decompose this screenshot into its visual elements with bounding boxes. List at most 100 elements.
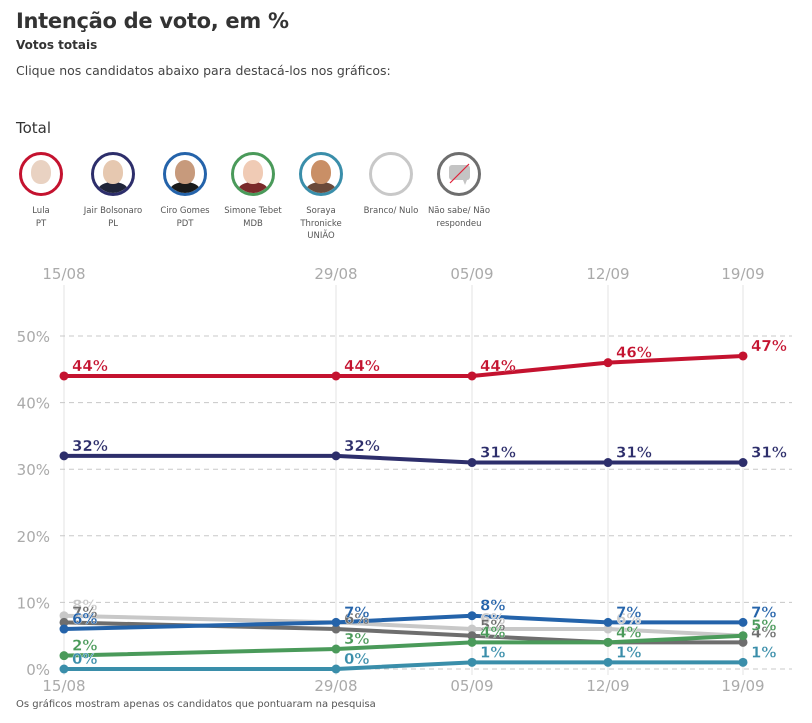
data-label: 6%: [344, 610, 369, 628]
data-label: 5%: [751, 617, 776, 635]
candidate-label: Jair Bolsonaro PL: [78, 205, 148, 230]
data-point: [59, 651, 69, 661]
candidate-toggle[interactable]: Branco/ Nulo: [356, 152, 426, 218]
simone-photo-icon: [231, 152, 275, 196]
data-point: [603, 458, 613, 468]
candidate-label: Ciro Gomes PDT: [150, 205, 220, 230]
data-label: 31%: [480, 444, 516, 462]
y-tick-label: 0%: [26, 661, 50, 679]
data-point: [331, 664, 341, 674]
x-tick-label-top: 15/08: [42, 265, 85, 283]
candidate-name: Jair Bolsonaro: [83, 206, 143, 216]
x-tick-label-bottom: 15/08: [42, 677, 85, 695]
blank-circle-icon: [369, 152, 413, 196]
candidate-toggle[interactable]: Lula PT: [6, 152, 76, 230]
data-point: [467, 624, 477, 634]
data-point: [331, 371, 341, 381]
data-label: 7%: [344, 603, 369, 621]
data-point: [331, 451, 341, 461]
data-label: 8%: [480, 597, 505, 615]
data-point: [59, 371, 69, 381]
data-label: 7%: [751, 603, 776, 621]
candidate-label: Não sabe/ Não respondeu: [424, 205, 494, 230]
data-point: [467, 631, 477, 641]
section-title: Total: [16, 119, 52, 137]
candidate-label: Branco/ Nulo: [356, 205, 426, 218]
line-chart: 0% 10% 20% 30% 40% 50% 15/08 15/08 29/08 29/08 05/…: [17, 265, 792, 695]
data-label: 31%: [751, 444, 787, 462]
no-speech-bubble-icon: [437, 152, 481, 196]
data-label: 5%: [751, 617, 776, 635]
data-label: 2%: [72, 637, 97, 655]
ciro-photo-icon: [163, 152, 207, 196]
data-label: 4%: [616, 623, 641, 641]
data-label: 7%: [616, 603, 641, 621]
data-point: [467, 458, 477, 468]
data-label: 32%: [344, 437, 380, 455]
candidate-toggle[interactable]: Simone Tebet MDB: [218, 152, 288, 230]
candidate-label: Lula PT: [6, 205, 76, 230]
data-label: 44%: [344, 357, 380, 375]
data-point: [738, 631, 748, 641]
data-point: [603, 657, 613, 667]
data-point: [603, 637, 613, 647]
data-label: 4%: [616, 623, 641, 641]
candidate-name: Simone Tebet: [224, 206, 282, 216]
candidate-party: PT: [35, 218, 47, 229]
data-label: 8%: [72, 597, 97, 615]
data-label: 6%: [72, 610, 97, 628]
y-tick-label: 10%: [17, 594, 50, 612]
data-point: [59, 451, 69, 461]
data-label: 44%: [480, 357, 516, 375]
x-tick-label-top: 12/09: [586, 265, 629, 283]
x-tick-label-top: 05/09: [450, 265, 493, 283]
data-label: 6%: [480, 610, 505, 628]
x-tick-label-bottom: 29/08: [314, 677, 357, 695]
data-point: [738, 351, 748, 361]
y-tick-label: 50%: [17, 328, 50, 346]
data-point: [59, 617, 69, 627]
x-tick-label-top: 29/08: [314, 265, 357, 283]
data-label: 6%: [616, 610, 641, 628]
candidate-party: MDB: [243, 218, 263, 229]
data-label: 0%: [72, 650, 97, 668]
data-point: [603, 617, 613, 627]
candidate-toggle[interactable]: Jair Bolsonaro PL: [78, 152, 148, 230]
data-point: [467, 657, 477, 667]
x-tick-label-top: 19/09: [721, 265, 764, 283]
candidate-name: Ciro Gomes: [160, 206, 210, 216]
x-tick-label-bottom: 12/09: [586, 677, 629, 695]
data-label: 5%: [480, 617, 505, 635]
data-label: 1%: [751, 643, 776, 661]
data-point: [331, 617, 341, 627]
data-point: [738, 657, 748, 667]
data-point: [738, 637, 748, 647]
x-tick-label-bottom: 05/09: [450, 677, 493, 695]
data-point: [331, 624, 341, 634]
data-point: [59, 664, 69, 674]
lula-photo-icon: [19, 152, 63, 196]
data-point: [603, 624, 613, 634]
candidate-party: UNIÃO: [307, 231, 335, 241]
data-point: [603, 358, 613, 368]
data-label: 32%: [72, 437, 108, 455]
data-point: [738, 458, 748, 468]
data-point: [467, 611, 477, 621]
data-point: [738, 617, 748, 627]
candidate-name: Soraya Thronicke: [300, 206, 342, 229]
y-tick-label: 40%: [17, 395, 50, 413]
candidate-toggle[interactable]: Não sabe/ Não respondeu: [424, 152, 494, 230]
candidate-toggle[interactable]: Ciro Gomes PDT: [150, 152, 220, 230]
data-label: 3%: [344, 630, 369, 648]
data-label: 0%: [344, 650, 369, 668]
candidate-name: Não sabe/ Não respondeu: [427, 206, 491, 229]
series-line: [64, 660, 743, 671]
candidate-label: Simone Tebet MDB: [218, 205, 288, 230]
soraya-photo-icon: [299, 152, 343, 196]
candidate-toggle[interactable]: Soraya Thronicke UNIÃO: [286, 152, 356, 243]
instruction-text: Clique nos candidatos abaixo para destac…: [16, 63, 391, 78]
candidate-name: Lula: [32, 206, 50, 216]
data-label: 4%: [751, 623, 776, 641]
candidate-party: PL: [108, 218, 118, 229]
data-label: 31%: [616, 444, 652, 462]
